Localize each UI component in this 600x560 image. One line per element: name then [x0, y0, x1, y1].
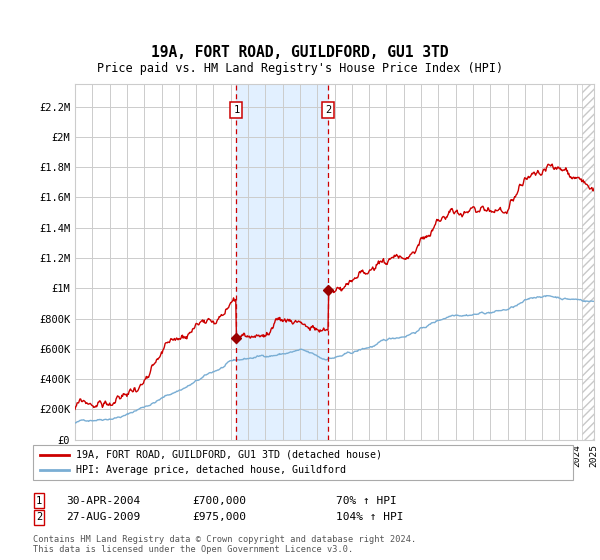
- Text: HPI: Average price, detached house, Guildford: HPI: Average price, detached house, Guil…: [76, 465, 346, 475]
- Bar: [582, 84, 594, 440]
- Text: 2: 2: [325, 105, 332, 115]
- Text: 19A, FORT ROAD, GUILDFORD, GU1 3TD (detached house): 19A, FORT ROAD, GUILDFORD, GU1 3TD (deta…: [76, 450, 382, 460]
- Text: 30-APR-2004: 30-APR-2004: [66, 496, 140, 506]
- Bar: [236, 84, 328, 440]
- Text: Price paid vs. HM Land Registry's House Price Index (HPI): Price paid vs. HM Land Registry's House …: [97, 62, 503, 76]
- Text: 27-AUG-2009: 27-AUG-2009: [66, 512, 140, 522]
- Text: £700,000: £700,000: [192, 496, 246, 506]
- Text: 1: 1: [233, 105, 239, 115]
- Text: 1: 1: [36, 496, 42, 506]
- Text: 19A, FORT ROAD, GUILDFORD, GU1 3TD: 19A, FORT ROAD, GUILDFORD, GU1 3TD: [151, 45, 449, 60]
- Text: 104% ↑ HPI: 104% ↑ HPI: [336, 512, 404, 522]
- Text: 70% ↑ HPI: 70% ↑ HPI: [336, 496, 397, 506]
- Text: £975,000: £975,000: [192, 512, 246, 522]
- Text: Contains HM Land Registry data © Crown copyright and database right 2024.
This d: Contains HM Land Registry data © Crown c…: [33, 535, 416, 554]
- Text: 2: 2: [36, 512, 42, 522]
